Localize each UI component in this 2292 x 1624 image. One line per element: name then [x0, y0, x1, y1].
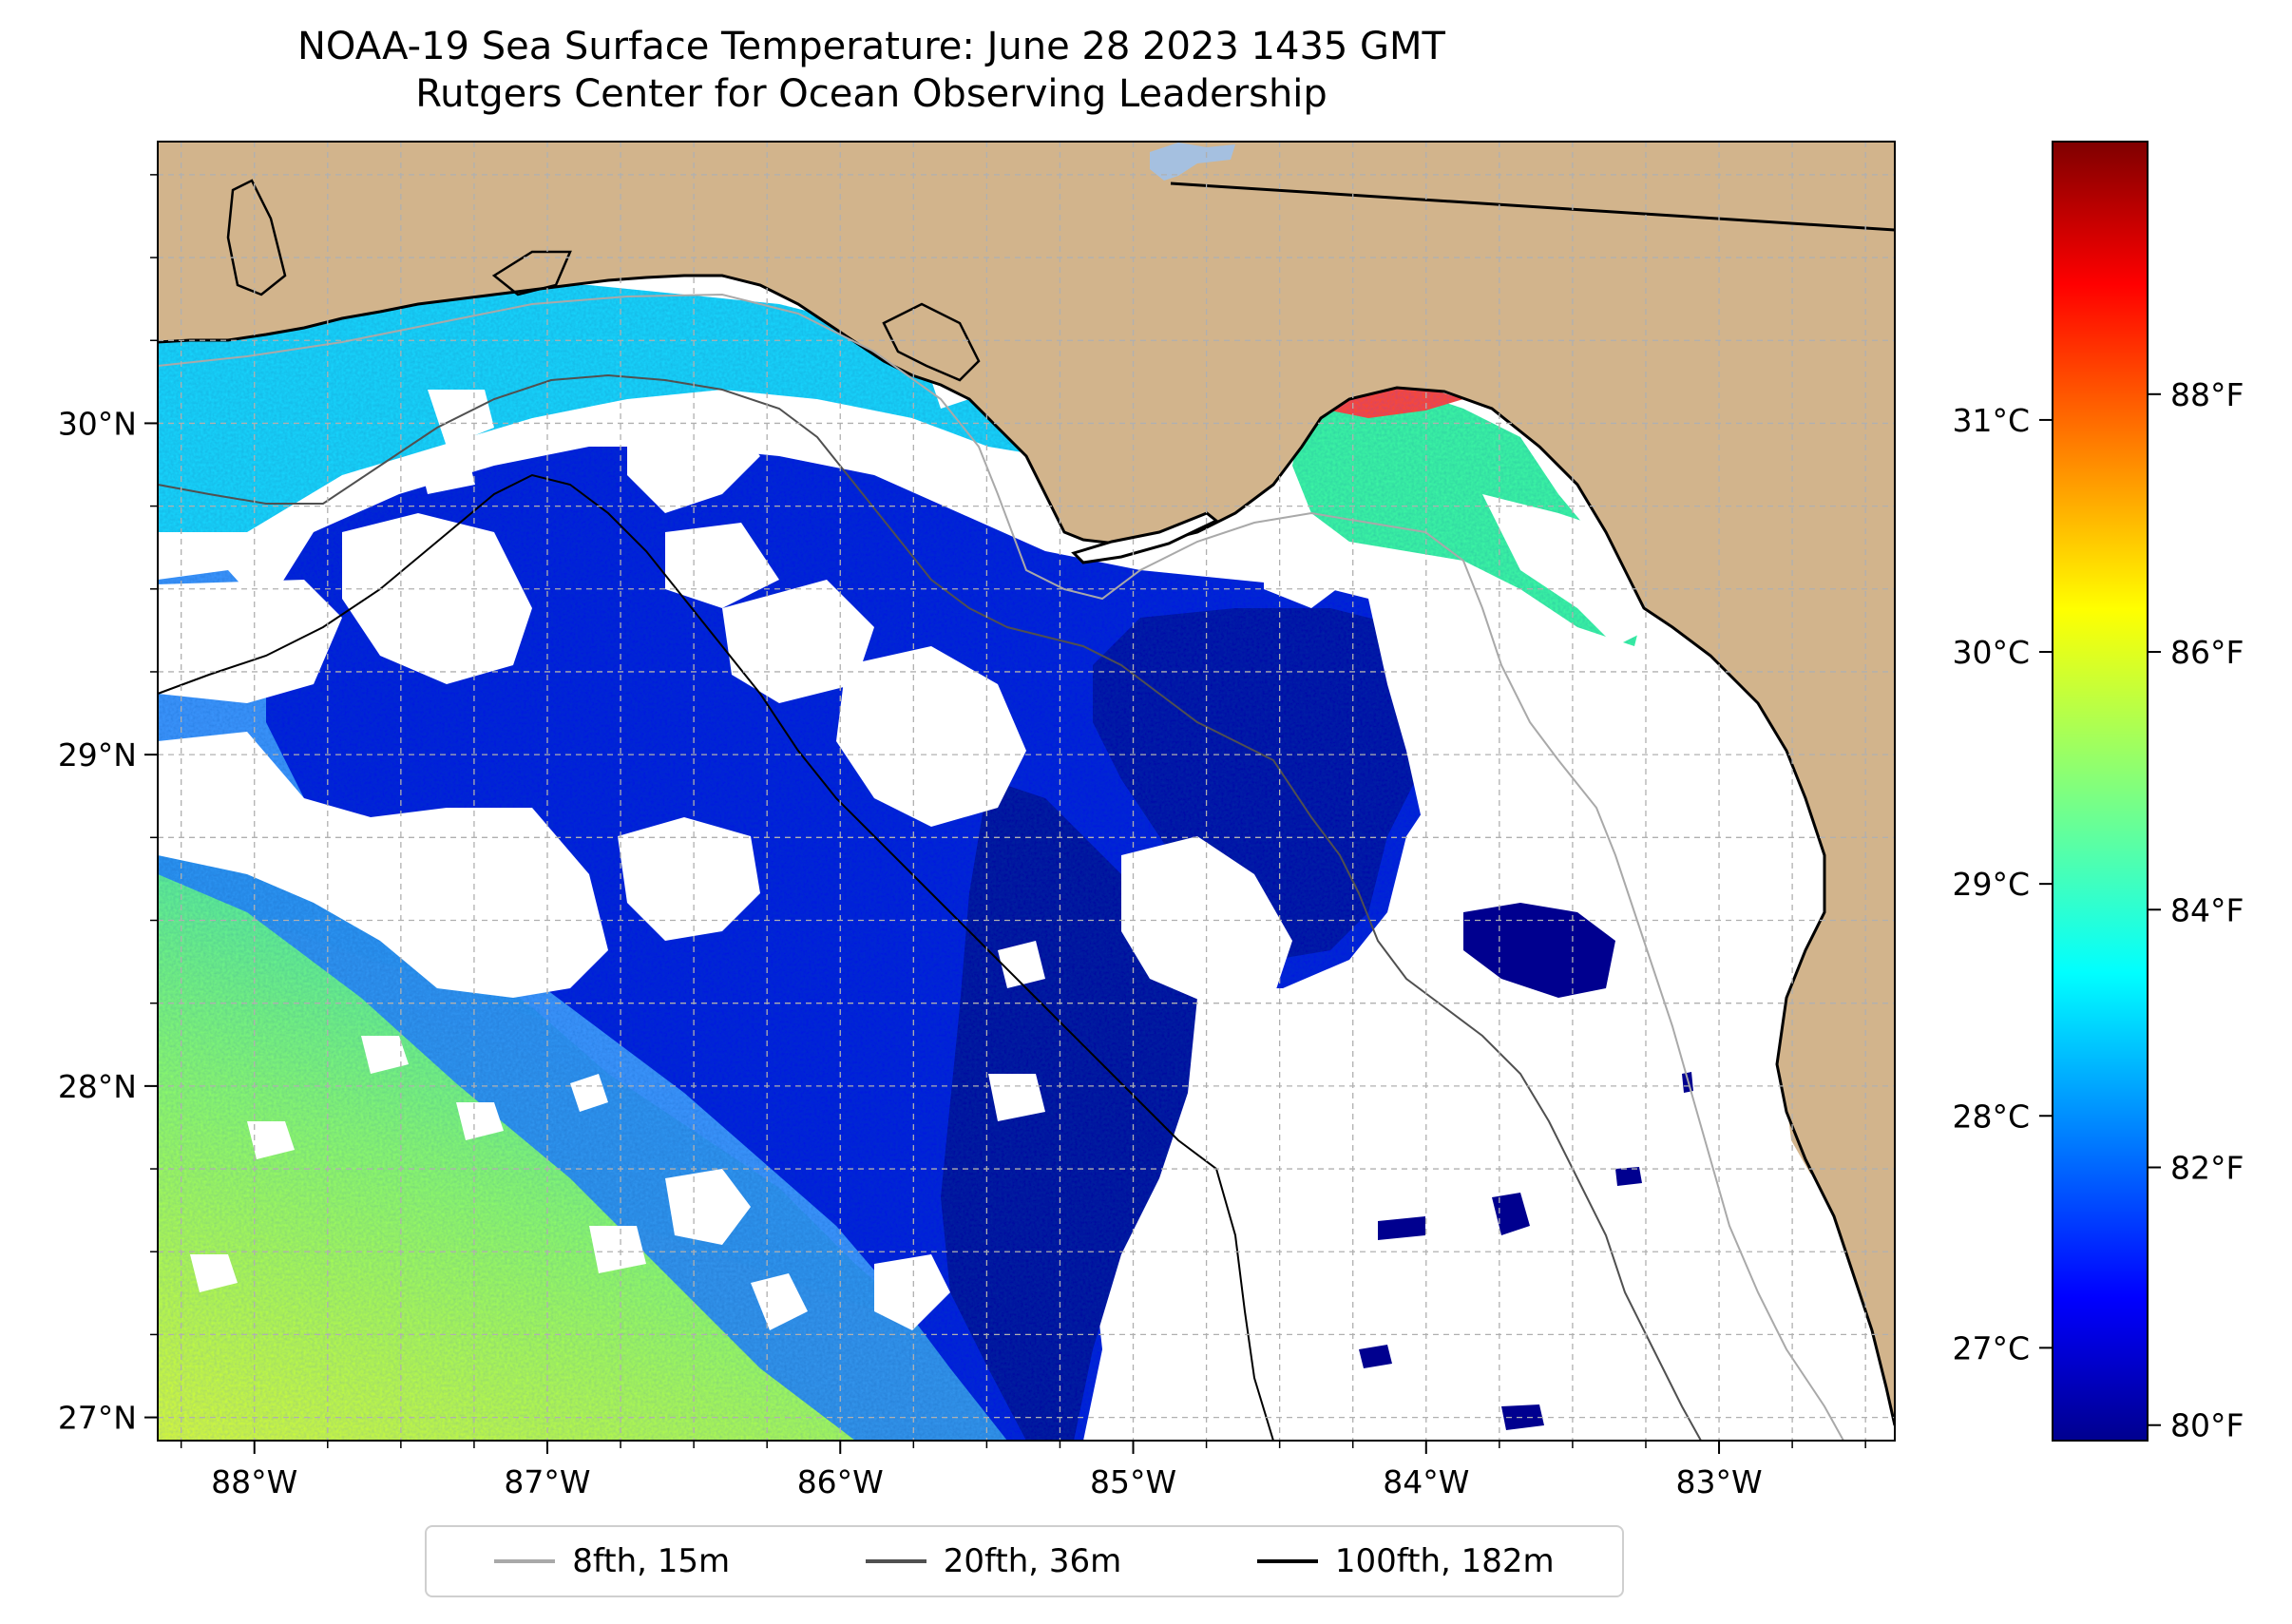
chart-title: NOAA-19 Sea Surface Temperature: June 28… [0, 23, 1743, 118]
sst-darkest-east [1093, 608, 1444, 960]
fahrenheit-tick-label: 80°F [2170, 1407, 2244, 1444]
title-line-1: NOAA-19 Sea Surface Temperature: June 28… [296, 25, 1445, 68]
colorbar-frame [2052, 141, 2149, 1442]
legend-line-20fth [865, 1559, 926, 1563]
legend-label-8fth: 8fth, 15m [572, 1542, 731, 1580]
fahrenheit-tick-label: 88°F [2170, 376, 2244, 413]
lon-tick-label: 85°W [1090, 1463, 1176, 1500]
lon-tick-label: 83°W [1675, 1463, 1762, 1500]
lon-tick-label: 88°W [211, 1463, 297, 1500]
lon-tick-label: 84°W [1383, 1463, 1469, 1500]
celsius-tick-label: 28°C [1952, 1098, 2030, 1135]
state-border [1170, 182, 1895, 232]
land-north [158, 142, 1895, 1425]
colorbar-gradient [2053, 142, 2148, 1441]
land [158, 142, 1895, 1425]
celsius-tick-label: 27°C [1952, 1329, 2030, 1366]
lat-tick-label: 29°N [58, 736, 137, 774]
colorbar-ticks: 31°C 30°C 29°C 28°C 27°C 88°F 86°F 84°F 82°F 80°F [1952, 376, 2244, 1444]
isobath-8fth [158, 293, 1844, 1441]
lake [1150, 143, 1235, 181]
map-frame [157, 141, 1896, 1442]
celsius-tick-label: 29°C [1952, 866, 2030, 903]
lat-tick-label: 30°N [58, 405, 137, 442]
map-area [158, 142, 1895, 1441]
colorbar: 31°C 30°C 29°C 28°C 27°C 88°F 86°F 84°F 82°F 80°F [1952, 141, 2244, 1444]
fahrenheit-tick-label: 84°F [2170, 891, 2244, 928]
gridlines [158, 142, 1895, 1441]
celsius-tick-label: 31°C [1952, 402, 2030, 439]
fahrenheit-tick-label: 86°F [2170, 634, 2244, 671]
axis-ticks: 88°W 87°W 86°W 85°W 84°W 83°W 30°N 29°N 28°N 27°N [58, 174, 1866, 1500]
lat-tick-label: 27°N [58, 1400, 137, 1437]
legend-item-100fth: 100fth, 182m [1256, 1542, 1555, 1580]
isobath-20fth [158, 373, 1702, 1441]
land-florida-keys-cape [1786, 1102, 1858, 1188]
fahrenheit-tick-label: 82°F [2170, 1149, 2244, 1186]
legend-label-20fth: 20fth, 36m [943, 1542, 1122, 1580]
sst-coastal-band [158, 285, 1045, 532]
sst-specks [1359, 903, 1693, 1430]
lon-tick-label: 87°W [504, 1463, 590, 1500]
legend-line-8fth [494, 1559, 556, 1563]
lon-tick-label: 86°W [797, 1463, 884, 1500]
legend-label-100fth: 100fth, 182m [1334, 1542, 1555, 1580]
title-line-2: Rutgers Center for Ocean Observing Leade… [415, 72, 1327, 116]
isobath-100fth [158, 473, 1274, 1441]
legend-item-8fth: 8fth, 15m [494, 1542, 730, 1580]
isobath-legend: 8fth, 15m 20fth, 36m 100fth, 182m [425, 1525, 1624, 1597]
legend-line-100fth [1256, 1559, 1318, 1563]
island-outline [1071, 511, 1219, 564]
cloud-masks [158, 285, 1862, 1441]
sst-field [158, 181, 1644, 1441]
legend-item-20fth: 20fth, 36m [865, 1542, 1122, 1580]
celsius-tick-label: 30°C [1952, 634, 2030, 671]
lat-tick-label: 28°N [58, 1068, 137, 1105]
